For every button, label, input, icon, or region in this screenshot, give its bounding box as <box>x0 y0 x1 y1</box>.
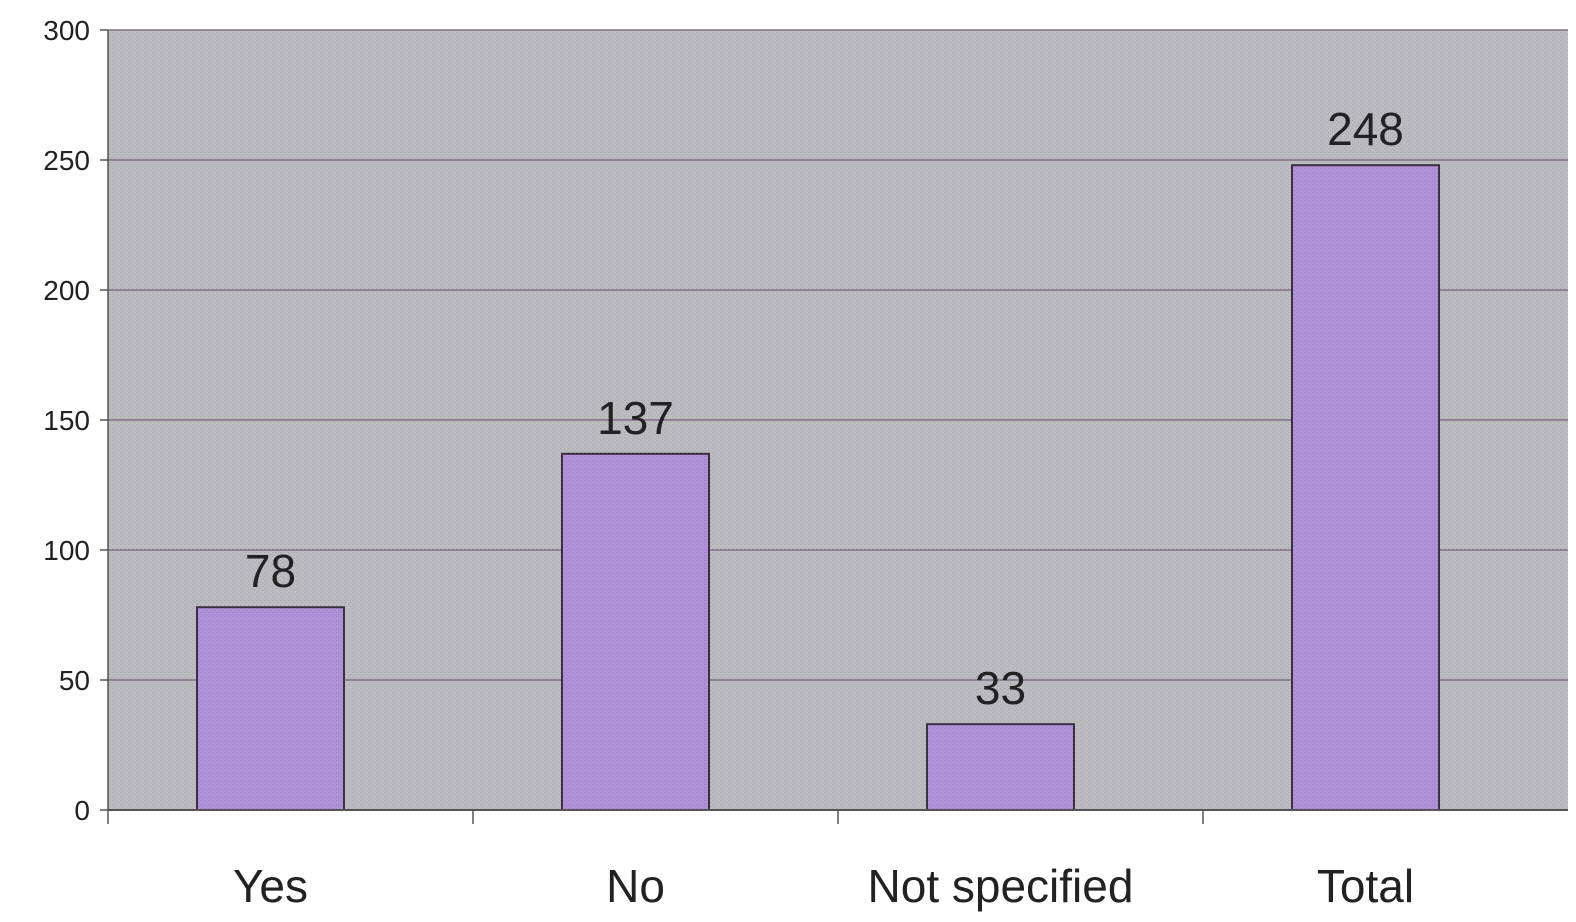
y-tick-label: 0 <box>74 795 90 826</box>
bars <box>196 164 1440 812</box>
y-tick-label: 300 <box>43 15 90 46</box>
data-label: 78 <box>245 545 296 597</box>
x-category-label: Yes <box>233 860 308 912</box>
x-category-label: No <box>606 860 665 912</box>
bar-total <box>1291 164 1440 811</box>
data-labels: 78 137 33 248 <box>245 103 1404 714</box>
bar-yes <box>196 606 345 812</box>
y-tick-label: 250 <box>43 145 90 176</box>
data-label: 137 <box>597 392 674 444</box>
y-tick-label: 150 <box>43 405 90 436</box>
y-tick-label: 50 <box>59 665 90 696</box>
bar-no <box>561 452 710 811</box>
x-category-label: Total <box>1317 860 1414 912</box>
y-tick-label: 100 <box>43 535 90 566</box>
bar-not-specified <box>926 723 1075 812</box>
x-category-label: Not specified <box>868 860 1134 912</box>
gridlines <box>108 29 1568 681</box>
data-label: 248 <box>1327 103 1404 155</box>
x-axis: Yes No Not specified Total <box>107 809 1568 912</box>
y-tick-label: 200 <box>43 275 90 306</box>
data-label: 33 <box>975 662 1026 714</box>
y-axis: 0 50 100 150 200 250 300 <box>43 15 109 826</box>
